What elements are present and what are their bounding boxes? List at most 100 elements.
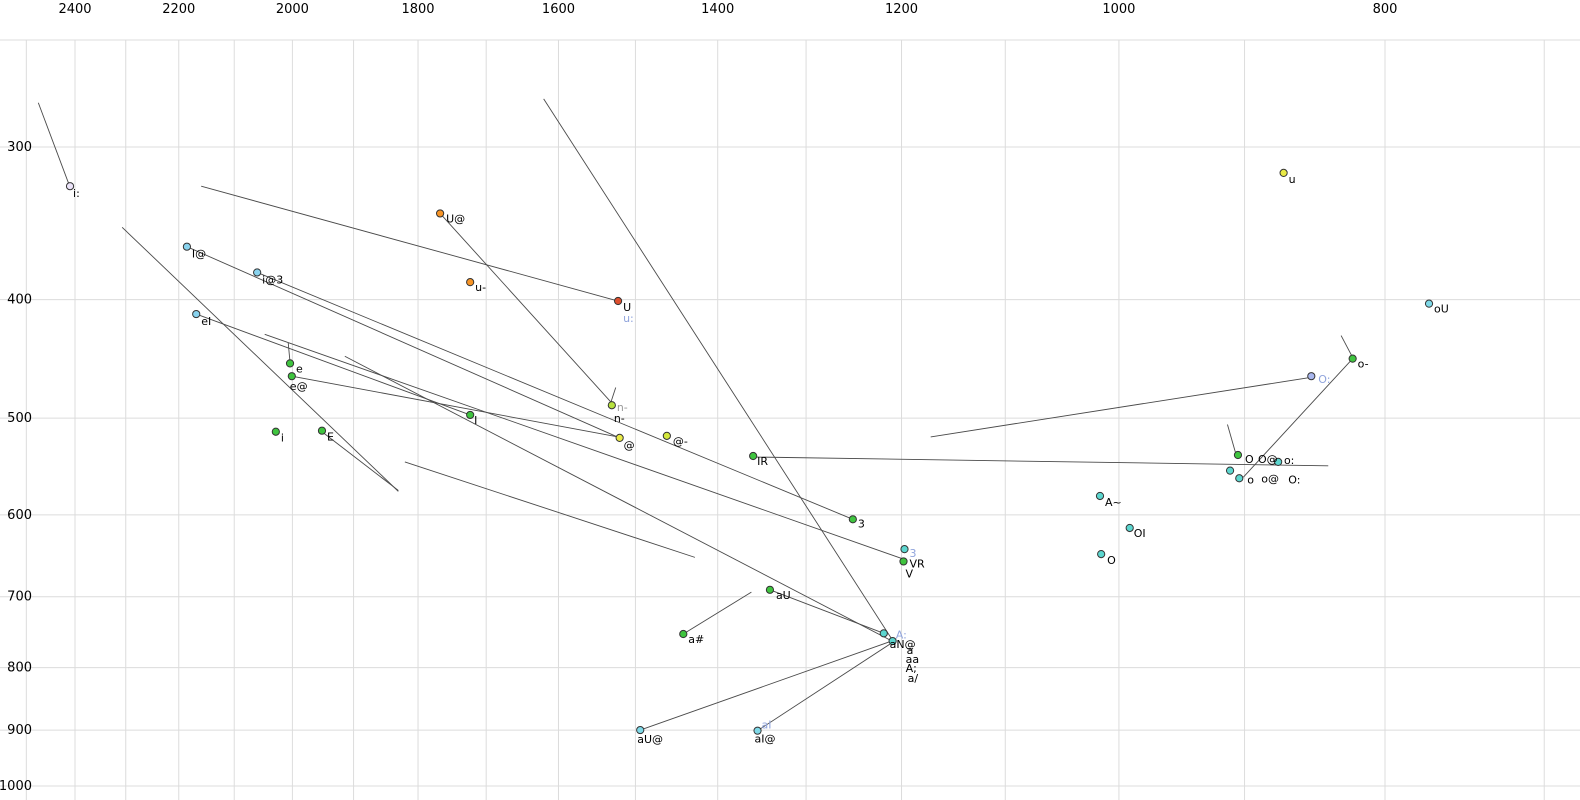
point-I-[interactable] bbox=[182, 242, 192, 251]
x-tick-label: 2400 bbox=[58, 2, 91, 17]
point-3[interactable] bbox=[900, 545, 909, 554]
trajectory-line bbox=[769, 589, 884, 634]
x-tick-label: 1800 bbox=[401, 2, 434, 17]
point-aI-label: aI bbox=[762, 719, 772, 732]
point-dot[interactable] bbox=[1225, 466, 1235, 475]
point-u-[interactable] bbox=[466, 278, 475, 287]
point-i-label: i bbox=[281, 432, 284, 445]
point-U[interactable] bbox=[613, 296, 623, 306]
trajectory-line bbox=[344, 355, 891, 641]
point-i-3[interactable] bbox=[253, 268, 262, 277]
data-points bbox=[65, 168, 1434, 735]
point-a-[interactable] bbox=[679, 629, 688, 639]
point-O[interactable] bbox=[1233, 450, 1243, 460]
trajectory-line bbox=[930, 376, 1312, 438]
x-tick-label: 2000 bbox=[276, 2, 309, 17]
trajectory-line bbox=[757, 641, 894, 732]
trajectory-line bbox=[287, 342, 291, 363]
point-U--label: U@ bbox=[446, 212, 465, 225]
point-U-label: U bbox=[623, 301, 631, 314]
point-O-label: o: bbox=[1284, 454, 1294, 467]
point-aI[interactable] bbox=[753, 726, 762, 735]
point-O[interactable] bbox=[1097, 549, 1106, 559]
x-tick-label: 1200 bbox=[885, 2, 918, 17]
point-aN--label: A; bbox=[906, 662, 917, 675]
point--label: @ bbox=[624, 439, 635, 452]
point-n--label: n- bbox=[614, 412, 625, 425]
trajectory-line bbox=[186, 246, 620, 439]
point-i[interactable] bbox=[271, 427, 280, 436]
y-tick-label: 900 bbox=[7, 723, 32, 738]
point-aU--label: aU@ bbox=[637, 733, 663, 746]
trajectory-line bbox=[321, 431, 399, 491]
trajectory-line bbox=[439, 213, 613, 404]
y-tick-label: 700 bbox=[7, 590, 32, 605]
trajectory-line bbox=[264, 333, 906, 561]
point-dot[interactable] bbox=[1274, 457, 1283, 467]
point-e-[interactable] bbox=[287, 372, 296, 381]
point-u--label: u- bbox=[475, 281, 486, 294]
point-A--label: A~ bbox=[1105, 496, 1122, 509]
point-o-label: O: bbox=[1288, 473, 1300, 486]
point-A-[interactable] bbox=[1095, 491, 1105, 501]
y-axis-tick-labels: 300 400 500 600 700 800 900 1000 bbox=[0, 140, 32, 794]
point-aN-[interactable] bbox=[888, 636, 897, 646]
trajectory-line bbox=[256, 272, 854, 520]
point-aU-[interactable] bbox=[636, 725, 645, 735]
point-IR[interactable] bbox=[749, 451, 758, 461]
x-tick-label: 800 bbox=[1373, 2, 1398, 17]
point-u[interactable] bbox=[1279, 168, 1288, 177]
point-aN--label: a/ bbox=[908, 672, 919, 685]
point-E[interactable] bbox=[317, 426, 327, 435]
point-U-label: u: bbox=[623, 312, 634, 325]
point-o[interactable] bbox=[1235, 474, 1244, 483]
point-[interactable] bbox=[615, 433, 624, 443]
point-U-[interactable] bbox=[435, 209, 445, 218]
y-tick-label: 800 bbox=[7, 661, 32, 676]
point-oU-label: oU bbox=[1434, 303, 1449, 316]
trajectory-line bbox=[1340, 335, 1354, 358]
point-VR[interactable] bbox=[899, 557, 908, 566]
x-tick-label: 1600 bbox=[542, 2, 575, 17]
trajectory-line bbox=[1242, 358, 1353, 478]
point-E-label: E bbox=[327, 431, 334, 444]
point-o-[interactable] bbox=[1348, 354, 1357, 363]
x-tick-label: 2200 bbox=[162, 2, 195, 17]
point-3[interactable] bbox=[848, 515, 857, 524]
point-u-label: u bbox=[1289, 173, 1296, 186]
x-axis-tick-labels: 2400 2200 2000 1800 1600 1400 1200 1000 800 bbox=[58, 2, 1397, 17]
point-O-label: O@ bbox=[1258, 453, 1278, 466]
point-A-[interactable] bbox=[879, 629, 888, 638]
point-o-label: o bbox=[1247, 473, 1254, 486]
trajectory-line bbox=[640, 640, 892, 731]
trajectory-line bbox=[543, 98, 893, 641]
point-aN--label: a bbox=[907, 644, 914, 657]
x-tick-label: 1400 bbox=[701, 2, 734, 17]
point-I[interactable] bbox=[466, 410, 475, 420]
y-tick-label: 400 bbox=[7, 293, 32, 308]
point-e--label: e@ bbox=[290, 380, 308, 393]
point-i-[interactable] bbox=[65, 182, 75, 191]
trajectory-line bbox=[404, 461, 696, 558]
point-i-3-label: i@3 bbox=[262, 273, 283, 286]
point-o--label: o- bbox=[1358, 358, 1369, 371]
trajectory-line bbox=[683, 591, 752, 635]
point-I--label: I@ bbox=[192, 248, 206, 261]
y-tick-label: 500 bbox=[7, 411, 32, 426]
y-tick-label: 300 bbox=[7, 140, 32, 155]
point-aU[interactable] bbox=[765, 585, 775, 594]
point-O-[interactable] bbox=[1307, 372, 1316, 381]
point-eI-label: eI bbox=[201, 315, 211, 328]
trajectory-line bbox=[753, 456, 1329, 467]
point-OI[interactable] bbox=[1125, 523, 1134, 533]
point-O-label: O bbox=[1245, 453, 1254, 466]
point-[interactable] bbox=[662, 431, 671, 440]
point-n--label: n- bbox=[617, 401, 628, 414]
point-oU[interactable] bbox=[1424, 299, 1434, 308]
point-e[interactable] bbox=[285, 359, 295, 368]
point-n-[interactable] bbox=[607, 401, 616, 410]
trajectory-line bbox=[37, 102, 70, 185]
point-eI[interactable] bbox=[192, 309, 201, 319]
